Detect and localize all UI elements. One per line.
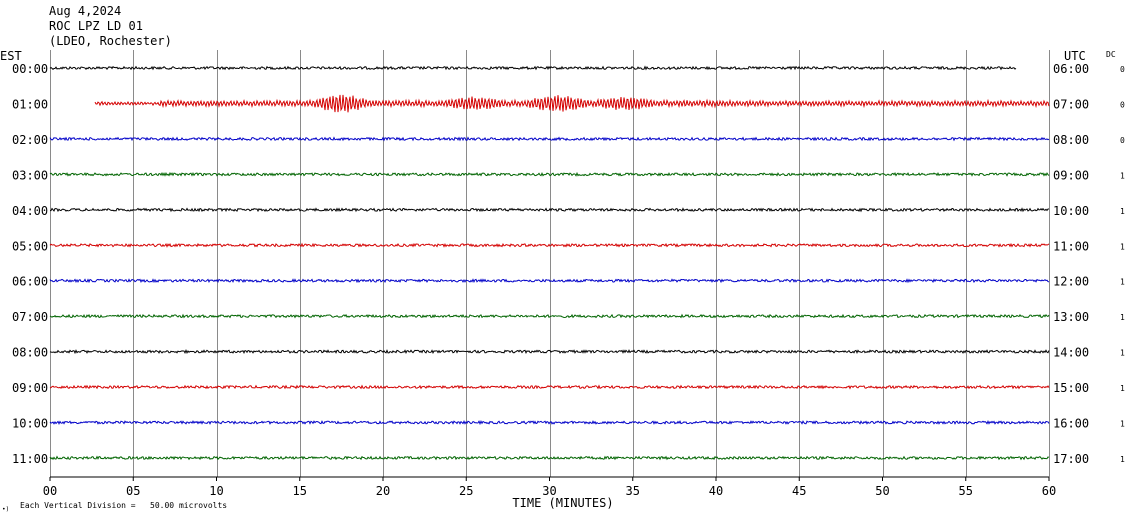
- date-label: Aug 4,2024: [49, 4, 121, 18]
- x-tick-label: 00: [43, 484, 57, 498]
- row-dc-value: 0: [1120, 65, 1125, 74]
- seismic-trace: [49, 171, 1050, 177]
- row-time-est: 09:00: [12, 381, 48, 395]
- x-tick-label: 05: [126, 484, 140, 498]
- row-time-est: 02:00: [12, 133, 48, 147]
- station-label: ROC LPZ LD 01: [49, 19, 143, 33]
- seismic-trace: [49, 313, 1050, 319]
- row-dc-value: 1: [1120, 242, 1125, 251]
- row-time-est: 01:00: [12, 97, 48, 111]
- x-ticks-group: 00 05 10 15 20 25 30 35 40 45 50 55 60: [43, 477, 1056, 498]
- x-axis-label: TIME (MINUTES): [512, 496, 613, 510]
- row-time-est: 06:00: [12, 275, 48, 289]
- row-time-est: 07:00: [12, 310, 48, 324]
- seismic-trace: [49, 242, 1050, 248]
- dc-header-label: DC: [1106, 50, 1116, 59]
- row-time-utc: 11:00: [1053, 239, 1089, 253]
- x-tick-label: 40: [709, 484, 723, 498]
- row-dc-value: 1: [1120, 313, 1125, 322]
- row-time-est: 10:00: [12, 417, 48, 431]
- grid-lines: [50, 50, 1050, 477]
- row-dc-value: 1: [1120, 420, 1125, 429]
- seismic-trace: [49, 384, 1050, 390]
- seismic-trace: [49, 65, 1017, 71]
- x-tick-label: 55: [959, 484, 973, 498]
- row-labels-group: 00:00 06:00 0 01:00 07:00 0 02:00 08:00 0 03:00 09…: [12, 62, 1125, 466]
- row-time-est: 03:00: [12, 168, 48, 182]
- x-tick-label: 25: [459, 484, 473, 498]
- row-time-utc: 10:00: [1053, 204, 1089, 218]
- x-tick-label: 50: [875, 484, 889, 498]
- row-dc-value: 1: [1120, 384, 1125, 393]
- row-dc-value: 1: [1120, 455, 1125, 464]
- network-label: (LDEO, Rochester): [49, 34, 172, 48]
- right-timezone-label: UTC: [1064, 49, 1086, 63]
- traces-group: [49, 65, 1050, 461]
- footer-mark: •): [2, 506, 9, 513]
- seismic-trace: [49, 419, 1050, 426]
- row-time-utc: 16:00: [1053, 417, 1089, 431]
- row-time-est: 11:00: [12, 452, 48, 466]
- row-time-utc: 13:00: [1053, 310, 1089, 324]
- row-time-utc: 17:00: [1053, 452, 1089, 466]
- left-timezone-label: EST: [0, 49, 22, 63]
- seismic-trace: [49, 207, 1050, 213]
- x-tick-label: 10: [209, 484, 223, 498]
- row-time-utc: 15:00: [1053, 381, 1089, 395]
- x-tick-label: 35: [626, 484, 640, 498]
- row-dc-value: 1: [1120, 207, 1125, 216]
- seismic-trace: [49, 136, 1050, 142]
- row-dc-value: 0: [1120, 136, 1125, 145]
- seismic-trace: [49, 455, 1050, 461]
- row-time-utc: 06:00: [1053, 62, 1089, 76]
- row-time-est: 08:00: [12, 346, 48, 360]
- row-time-utc: 12:00: [1053, 275, 1089, 289]
- row-dc-value: 0: [1120, 100, 1125, 109]
- footer-scale-note: Each Vertical Division = 50.00 microvolt…: [20, 501, 227, 510]
- x-tick-label: 45: [792, 484, 806, 498]
- x-tick-label: 20: [376, 484, 390, 498]
- x-tick-label: 30: [542, 484, 556, 498]
- seismic-trace: [49, 349, 1050, 355]
- row-time-utc: 09:00: [1053, 168, 1089, 182]
- row-time-est: 00:00: [12, 62, 48, 76]
- x-tick-label: 60: [1042, 484, 1056, 498]
- row-time-est: 04:00: [12, 204, 48, 218]
- row-time-est: 05:00: [12, 239, 48, 253]
- row-dc-value: 1: [1120, 171, 1125, 180]
- seismic-trace: [94, 94, 1050, 113]
- x-tick-label: 15: [293, 484, 307, 498]
- seismic-trace: [49, 278, 1050, 284]
- row-time-utc: 14:00: [1053, 346, 1089, 360]
- row-dc-value: 1: [1120, 278, 1125, 287]
- row-time-utc: 08:00: [1053, 133, 1089, 147]
- row-time-utc: 07:00: [1053, 97, 1089, 111]
- row-dc-value: 1: [1120, 349, 1125, 358]
